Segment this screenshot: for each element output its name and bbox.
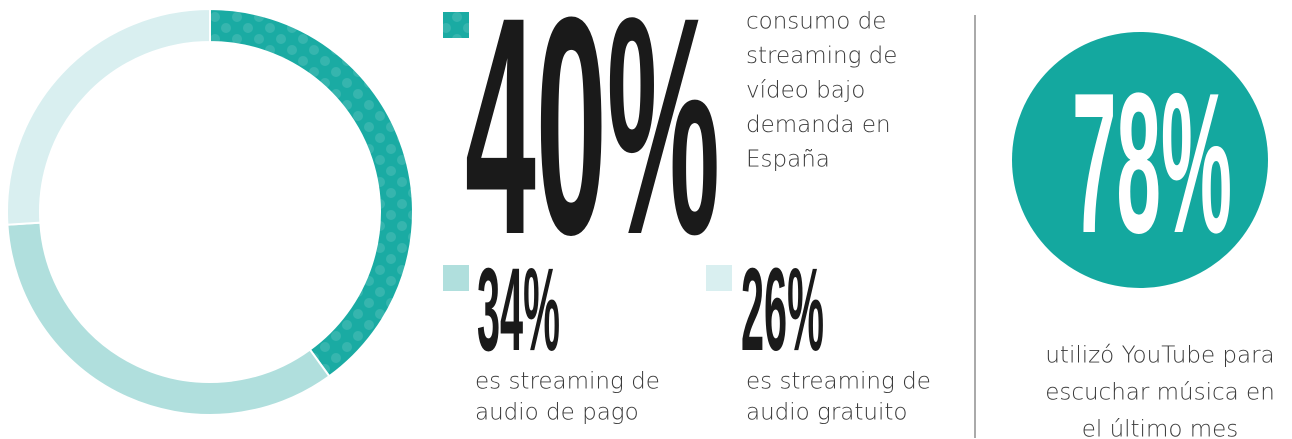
swatch-texture <box>443 12 469 38</box>
donut-segment <box>6 221 331 416</box>
stat-value-label: 78% <box>1072 52 1232 275</box>
stat-text: utilizó YouTube para <box>1045 343 1274 369</box>
value-label: 26% <box>741 244 824 376</box>
category-label: streaming de <box>746 43 897 69</box>
category-label: consumo de <box>746 9 886 35</box>
category-label: es streaming de <box>746 369 931 395</box>
category-label: es streaming de <box>475 369 660 395</box>
value-label: 40% <box>465 0 720 299</box>
legend-swatch <box>706 265 732 291</box>
category-label: España <box>746 147 830 173</box>
category-label: audio de pago <box>475 400 639 426</box>
value-label: 34% <box>477 244 560 376</box>
category-label: audio gratuito <box>746 400 907 426</box>
stat-circle <box>1012 32 1268 288</box>
stat-text: el último mes <box>1082 417 1239 439</box>
segment-texture <box>210 9 413 377</box>
category-label: demanda en <box>746 112 891 138</box>
donut-segment <box>6 7 211 226</box>
stat-text: escuchar música en <box>1045 380 1275 406</box>
category-label: vídeo bajo <box>746 78 865 104</box>
legend-swatch <box>443 265 469 291</box>
